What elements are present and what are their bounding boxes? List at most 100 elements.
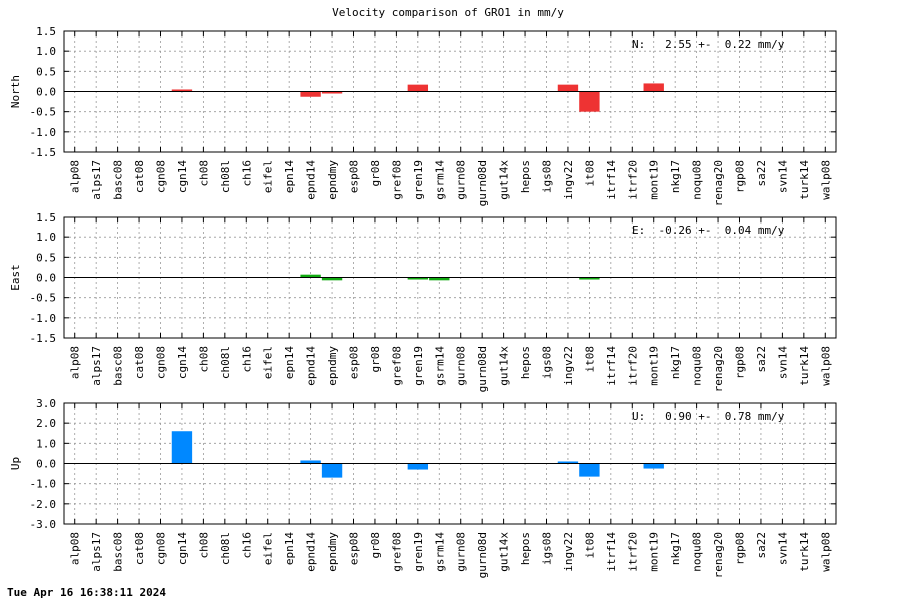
x-tick-label: ingv22	[562, 532, 575, 572]
bar-epnd14	[300, 91, 321, 97]
y-axis-label: North	[9, 75, 22, 108]
velocity-annotation: E: -0.26 +- 0.04 mm/y	[632, 224, 785, 237]
x-tick-label: epn14	[283, 346, 296, 379]
bar-mont19	[643, 83, 664, 92]
y-tick-label: 0.5	[36, 251, 56, 264]
x-tick-label: mont19	[648, 346, 661, 386]
x-tick-label: ch16	[240, 346, 253, 373]
x-tick-label: walp08	[819, 532, 832, 572]
bar-gren19	[407, 463, 429, 470]
x-tick-label: gut14x	[498, 346, 511, 386]
bar-gsrm14	[429, 277, 450, 281]
x-tick-label: gsrm14	[433, 346, 446, 386]
y-tick-label: 2.0	[36, 417, 56, 430]
x-tick-label: eifel	[262, 532, 275, 565]
y-tick-label: -1.5	[30, 146, 57, 159]
x-tick-label: epndmy	[326, 160, 339, 200]
x-tick-label: cgn14	[176, 160, 189, 193]
x-tick-label: it08	[583, 160, 596, 187]
x-tick-label: gurn08d	[476, 532, 489, 578]
x-tick-label: gut14x	[498, 532, 511, 572]
x-tick-label: epnd14	[305, 532, 318, 572]
y-tick-label: 0.0	[36, 458, 56, 471]
y-tick-label: 1.5	[36, 211, 56, 224]
x-tick-label: noqu08	[691, 160, 704, 200]
bar-it08	[579, 277, 600, 280]
x-tick-label: gsrm14	[433, 532, 446, 572]
bar-mont19	[643, 463, 664, 469]
x-tick-label: cat08	[133, 346, 146, 379]
x-tick-label: igs08	[541, 160, 554, 193]
bar-ingv22	[557, 461, 579, 464]
x-tick-label: gren19	[412, 160, 425, 200]
x-tick-label: ch08	[197, 160, 210, 187]
x-tick-label: ingv22	[562, 160, 575, 200]
x-tick-label: ch08	[197, 346, 210, 373]
x-tick-label: gr08	[369, 160, 382, 187]
bar-gren19	[407, 277, 429, 280]
x-tick-label: gren19	[412, 346, 425, 386]
x-tick-label: cgn14	[176, 346, 189, 379]
x-tick-label: cat08	[133, 160, 146, 193]
x-tick-label: rgp08	[734, 346, 747, 379]
x-tick-label: renag20	[712, 346, 725, 392]
x-tick-label: epn14	[283, 160, 296, 193]
x-tick-label: ch16	[240, 160, 253, 187]
bar-it08	[579, 91, 600, 112]
bar-cgn14	[171, 89, 193, 92]
x-tick-label: cgn14	[176, 532, 189, 565]
x-tick-label: gurn08d	[476, 346, 489, 392]
panel-north: 1.5 1.0 0.5 0.0 -0.5 -1.0 -1.5 alp08 alps17 basc0…	[9, 25, 837, 206]
bar-cgn14	[171, 431, 193, 464]
x-tick-label: mont19	[648, 160, 661, 200]
x-tick-label: svn14	[776, 346, 789, 379]
x-tick-label: alp08	[69, 346, 82, 379]
x-tick-label: itrf20	[626, 346, 639, 386]
x-tick-label: cgn08	[155, 160, 168, 193]
x-tick-label: rgp08	[734, 160, 747, 193]
x-tick-label: ch08	[197, 532, 210, 559]
x-tick-label: gurn08d	[476, 160, 489, 206]
x-tick-label: rgp08	[734, 532, 747, 565]
x-tick-label: epnd14	[305, 346, 318, 386]
x-tick-label: basc08	[112, 160, 125, 200]
bar-epndmy	[321, 277, 343, 281]
bar-epndmy	[321, 463, 343, 478]
x-tick-label: hepos	[519, 160, 532, 193]
panel-up: 3.0 2.0 1.0 0.0 -1.0 -2.0 -3.0 alp08 alps17 basc0…	[9, 397, 837, 578]
x-tick-label: igs08	[541, 532, 554, 565]
x-tick-label: mont19	[648, 532, 661, 572]
x-tick-label: ingv22	[562, 346, 575, 386]
x-tick-label: epndmy	[326, 532, 339, 572]
velocity-annotation: N: 2.55 +- 0.22 mm/y	[632, 38, 785, 51]
y-tick-label: -1.0	[30, 312, 57, 325]
bar-it08	[579, 463, 600, 477]
x-tick-label: alps17	[90, 532, 103, 572]
x-tick-label: walp08	[819, 160, 832, 200]
y-tick-label: -0.5	[30, 106, 57, 119]
chart-title: Velocity comparison of GRO1 in mm/y	[332, 6, 564, 19]
plot-frame	[63, 30, 837, 153]
x-tick-label: nkg17	[669, 346, 682, 379]
x-tick-label: svn14	[776, 532, 789, 565]
bar-gren19	[407, 84, 429, 92]
x-tick-label: alp08	[69, 160, 82, 193]
x-tick-label: renag20	[712, 532, 725, 578]
x-tick-label: itrf14	[605, 346, 618, 386]
x-tick-label: ch16	[240, 532, 253, 559]
y-tick-label: 0.0	[36, 272, 56, 285]
x-tick-label: itrf20	[626, 160, 639, 200]
x-tick-label: itrf14	[605, 160, 618, 200]
x-tick-label: ch08l	[219, 346, 232, 379]
x-tick-label: cat08	[133, 532, 146, 565]
x-tick-label: gurn08	[455, 532, 468, 572]
panel-east: 1.5 1.0 0.5 0.0 -0.5 -1.0 -1.5 alp08 alps17 basc0…	[9, 211, 837, 392]
x-tick-label: esp08	[348, 346, 361, 379]
x-tick-label: hepos	[519, 532, 532, 565]
x-tick-label: turk14	[798, 346, 811, 386]
x-tick-label: gsrm14	[433, 160, 446, 200]
x-tick-label: turk14	[798, 532, 811, 572]
x-tick-label: sa22	[755, 532, 768, 559]
x-tick-label: gurn08	[455, 346, 468, 386]
x-tick-label: gurn08	[455, 160, 468, 200]
